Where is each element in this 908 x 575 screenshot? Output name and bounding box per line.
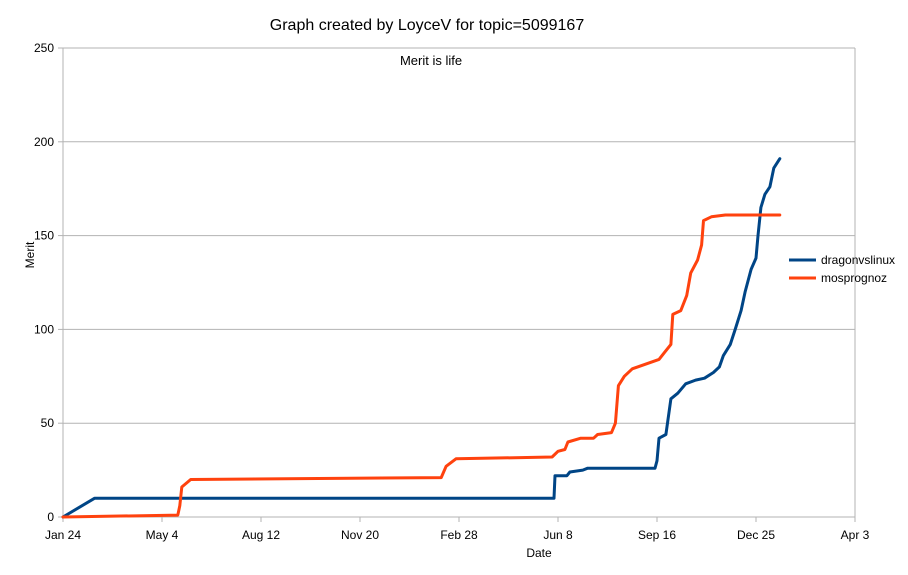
legend-label-mosprognoz: mosprognoz	[821, 271, 887, 285]
x-tick-label: Apr 3	[841, 528, 870, 542]
x-tick-label: Dec 25	[737, 528, 775, 542]
y-tick-label: 100	[34, 322, 54, 336]
series-line-mosprognoz	[61, 213, 782, 519]
chart-subtitle: Merit is life	[400, 53, 462, 68]
y-tick-label: 150	[34, 229, 54, 243]
series-lines	[61, 157, 782, 519]
y-tick-label: 50	[41, 416, 55, 430]
x-tick-label: Sep 16	[638, 528, 676, 542]
x-tick-label: Feb 28	[440, 528, 478, 542]
x-tick-label: Nov 20	[341, 528, 379, 542]
x-tick-label: Aug 12	[242, 528, 280, 542]
legend-label-dragonvslinux: dragonvslinux	[821, 253, 895, 267]
y-axis-label: Merit	[23, 241, 37, 268]
axes: 0 50 100 150 200 250 Jan 24 May 4 Aug 12 Nov 20 Fe…	[34, 41, 870, 542]
y-tick-label: 0	[47, 510, 54, 524]
x-axis-label: Date	[526, 546, 552, 560]
series-line-dragonvslinux	[61, 157, 782, 519]
x-tick-label: Jan 24	[45, 528, 81, 542]
grid-lines	[63, 47, 855, 424]
y-tick-label: 250	[34, 41, 54, 55]
x-tick-label: May 4	[146, 528, 179, 542]
x-tick-label: Jun 8	[543, 528, 573, 542]
chart-title: Graph created by LoyceV for topic=509916…	[270, 17, 585, 34]
legend: dragonvslinux mosprognoz	[789, 253, 895, 285]
y-tick-label: 200	[34, 135, 54, 149]
